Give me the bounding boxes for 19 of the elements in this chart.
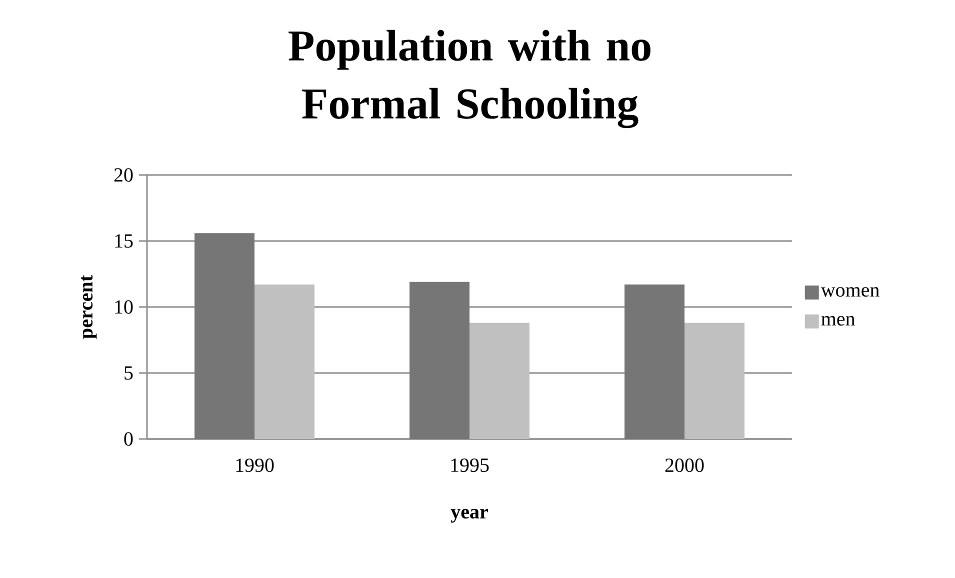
bar	[624, 284, 685, 439]
x-tick-label: 1990	[236, 458, 274, 472]
legend-label: women	[820, 287, 880, 297]
x-tick-label: 1995	[451, 458, 489, 472]
legend-label: men	[821, 316, 856, 326]
y-tick-label: 15	[115, 234, 133, 248]
y-tick-label: 10	[115, 300, 133, 314]
y-tick-label: 20	[114, 168, 133, 182]
chart-title: Population with no Formal Schooling	[288, 30, 650, 128]
y-tick-label: 5	[124, 366, 133, 380]
bar	[194, 233, 254, 439]
x-tick-label: 2000	[665, 458, 704, 472]
bar	[470, 322, 530, 439]
bar	[254, 284, 315, 439]
y-tick-label: 0	[124, 432, 133, 446]
bar	[684, 322, 745, 439]
y-axis-title: percent	[81, 275, 97, 339]
x-axis-title: year	[450, 508, 488, 523]
bar	[410, 282, 470, 439]
